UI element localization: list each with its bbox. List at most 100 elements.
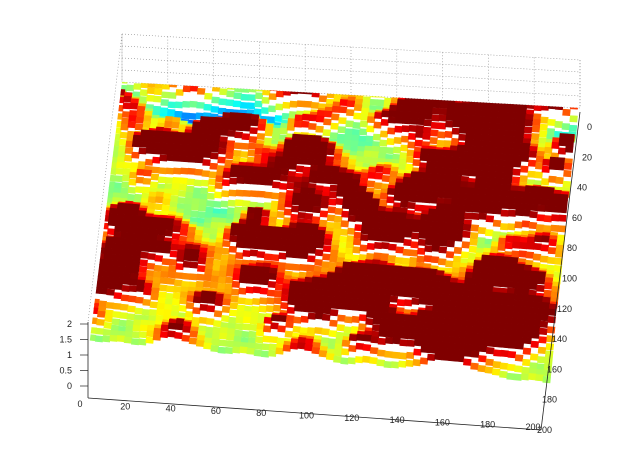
surface-cell [401,320,410,328]
surface-cell [175,137,185,145]
surface-cell [435,209,444,217]
surface-cell [213,122,223,130]
surface-cell [111,248,120,256]
surface-cell [437,323,446,331]
surface-cell [555,176,564,185]
surface-cell [521,288,530,296]
surface-cell [113,127,122,135]
surface-cell [260,216,270,224]
surface-cell [444,323,454,332]
surface-cell [465,127,475,135]
surface-cell [199,121,208,129]
back-wall [121,33,581,109]
surface-cell [507,83,516,91]
surface-cell [523,336,532,345]
surface-cell [438,179,448,187]
surface-cell [206,122,215,130]
surface-cell [111,318,121,326]
surface-cell [405,218,414,226]
surface-cell [343,190,352,198]
surface-cell [136,279,146,287]
surface-cell [225,146,235,154]
surface-cell [473,326,482,334]
surface-cell [418,231,427,239]
surface-cell [443,203,452,211]
surface-cell [447,300,456,308]
surface-cell [433,155,443,163]
surface-cell [523,126,533,134]
surface-cell [556,90,565,98]
surface-cell [521,148,530,156]
surface-cell [449,348,458,356]
surface-cell [463,145,473,153]
surface-cell [561,123,571,131]
surface-cell [333,349,343,357]
surface-cell [545,343,555,351]
surface-cell [161,91,170,99]
surface-cell [139,324,149,332]
surface-cell [374,234,384,242]
surface-cell [311,152,320,160]
surface-cell [259,297,268,305]
surface-cell [99,281,109,289]
surface-cell [379,139,388,147]
surface-cell [454,162,464,170]
surface-cell [393,194,402,202]
surface-cell [206,70,214,76]
surface-cell [265,305,275,313]
surface-cell [454,300,463,308]
surface-cell [512,299,522,307]
surface-cell [116,265,125,273]
surface-cell [145,147,155,155]
surface-cell [490,303,499,311]
surface-cell [463,151,472,159]
surface-cell [186,63,194,69]
surface-cell [532,118,541,127]
surface-cell [120,123,129,131]
surface-cell [341,202,351,210]
surface-cell [414,139,423,147]
surface-cell [134,123,144,131]
surface-cell [519,300,529,308]
surface-cell [446,305,456,314]
surface-cell [286,245,295,253]
surface-cell [546,186,555,195]
surface-cell [330,113,340,121]
surface-cell [166,277,176,285]
surface-cell [202,151,212,159]
surface-cell [465,331,475,340]
surface-cell [362,280,371,288]
surface-cell [435,341,444,349]
surface-cell [281,288,290,296]
surface-cell [270,314,280,322]
surface-cell [160,142,170,150]
surface-cell [514,142,524,150]
surface-cell [273,226,283,234]
surface-cell [540,116,549,124]
surface-cell [202,159,211,167]
surface-cell [550,224,559,232]
surface-cell [323,238,332,246]
surface-cell [94,264,104,272]
surface-cell [506,292,515,301]
surface-cell [368,287,378,295]
surface-cell [270,322,279,330]
surface-cell [411,297,420,306]
surface-cell [379,318,389,326]
surface-cell [176,131,185,139]
surface-cell [538,336,547,344]
surface-cell [381,175,391,183]
surface-cell [496,177,506,185]
surface-cell [386,324,395,332]
surface-cell [280,294,290,302]
surface-cell [114,277,124,285]
surface-cell [376,99,386,107]
surface-cell [396,235,405,244]
surface-cell [280,226,290,234]
surface-cell [258,236,267,244]
surface-cell [108,213,117,221]
surface-cell [263,253,273,261]
surface-cell [323,110,333,118]
surface-cell [191,198,201,206]
surface-cell [267,280,277,289]
